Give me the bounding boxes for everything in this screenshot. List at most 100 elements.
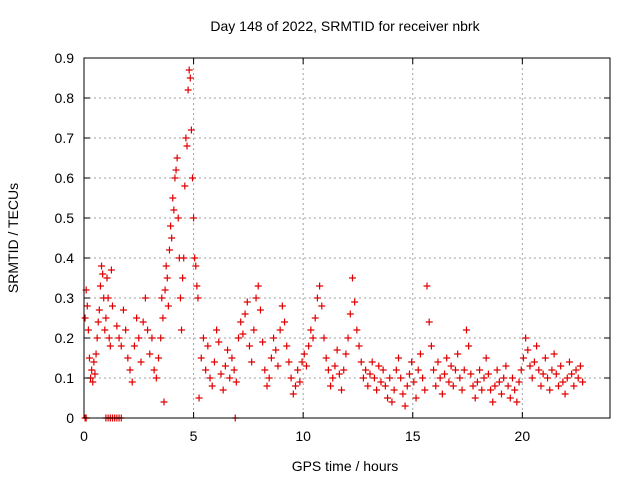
data-point [482,354,490,362]
data-point [232,378,240,386]
data-point [537,382,545,390]
data-point [342,350,350,358]
data-point [230,366,238,374]
data-point [495,378,503,386]
data-point [190,214,198,222]
data-point [432,382,440,390]
data-point [550,350,558,358]
data-point [101,326,109,334]
data-point [377,378,385,386]
data-point [522,334,530,342]
data-point [574,374,582,382]
data-point [137,358,145,366]
data-point [357,358,365,366]
data-point [261,366,269,374]
data-point [148,334,156,342]
data-point [324,366,332,374]
data-point [541,354,549,362]
data-point [421,386,429,394]
data-point [289,390,297,398]
data-point [162,262,170,270]
data-point [436,374,444,382]
data-point [554,382,562,390]
x-tick-label: 5 [190,428,198,444]
data-point [93,334,101,342]
x-tick-label: 15 [405,428,421,444]
data-point [267,354,275,362]
data-point [533,342,541,350]
data-point [568,370,576,378]
data-point [278,302,286,310]
data-point [302,362,310,370]
data-point [133,314,141,322]
data-point [90,358,98,366]
data-point [199,334,207,342]
data-point [493,366,501,374]
data-point [181,182,189,190]
data-point [155,354,163,362]
data-point [447,362,455,370]
data-point [572,366,580,374]
data-point [180,254,188,262]
data-point [384,394,392,402]
data-point [565,358,573,366]
y-tick-label: 0.1 [55,370,75,386]
data-point [478,386,486,394]
data-point [94,318,102,326]
data-point [430,366,438,374]
data-point [373,386,381,394]
data-point [91,370,99,378]
data-point [327,382,335,390]
data-point [465,342,473,350]
data-point [480,374,488,382]
data-point [165,246,173,254]
data-point [445,378,453,386]
data-point [340,366,348,374]
data-point [386,374,394,382]
data-point [408,358,416,366]
grid-lines [84,58,610,418]
data-point [161,286,169,294]
data-point [84,326,92,334]
data-point [454,350,462,358]
data-point [172,166,180,174]
data-point [252,294,260,302]
data-point [202,366,210,374]
data-point [524,346,532,354]
data-point [467,370,475,378]
data-point [113,322,121,330]
data-point [498,390,506,398]
data-point [99,270,107,278]
data-point [449,382,457,390]
data-point [425,318,433,326]
x-tick-label: 10 [295,428,311,444]
data-point [298,358,306,366]
y-tick-label: 0.7 [55,130,75,146]
data-point [274,362,282,370]
data-point [106,342,114,350]
data-point [296,378,304,386]
data-point [160,398,168,406]
data-point [122,326,130,334]
data-point [237,318,245,326]
data-point [158,294,166,302]
data-point [263,382,271,390]
data-point [338,386,346,394]
data-point [368,358,376,366]
data-point [460,366,468,374]
data-point [195,394,203,402]
y-tick-label: 0.4 [55,250,75,266]
data-point [491,382,499,390]
axis-ticks: 0 0.1 0.2 0.3 0.4 0.5 0.6 0.7 0.8 0.9 0 5 10 15 20 [55,50,610,444]
data-point [579,378,587,386]
data-point [561,390,569,398]
data-point [484,370,492,378]
data-point [184,86,192,94]
data-point [250,326,258,334]
data-point [362,366,370,374]
data-point [171,174,179,182]
data-point [89,378,97,386]
data-point [119,306,127,314]
data-point [351,298,359,306]
data-point [98,262,106,270]
